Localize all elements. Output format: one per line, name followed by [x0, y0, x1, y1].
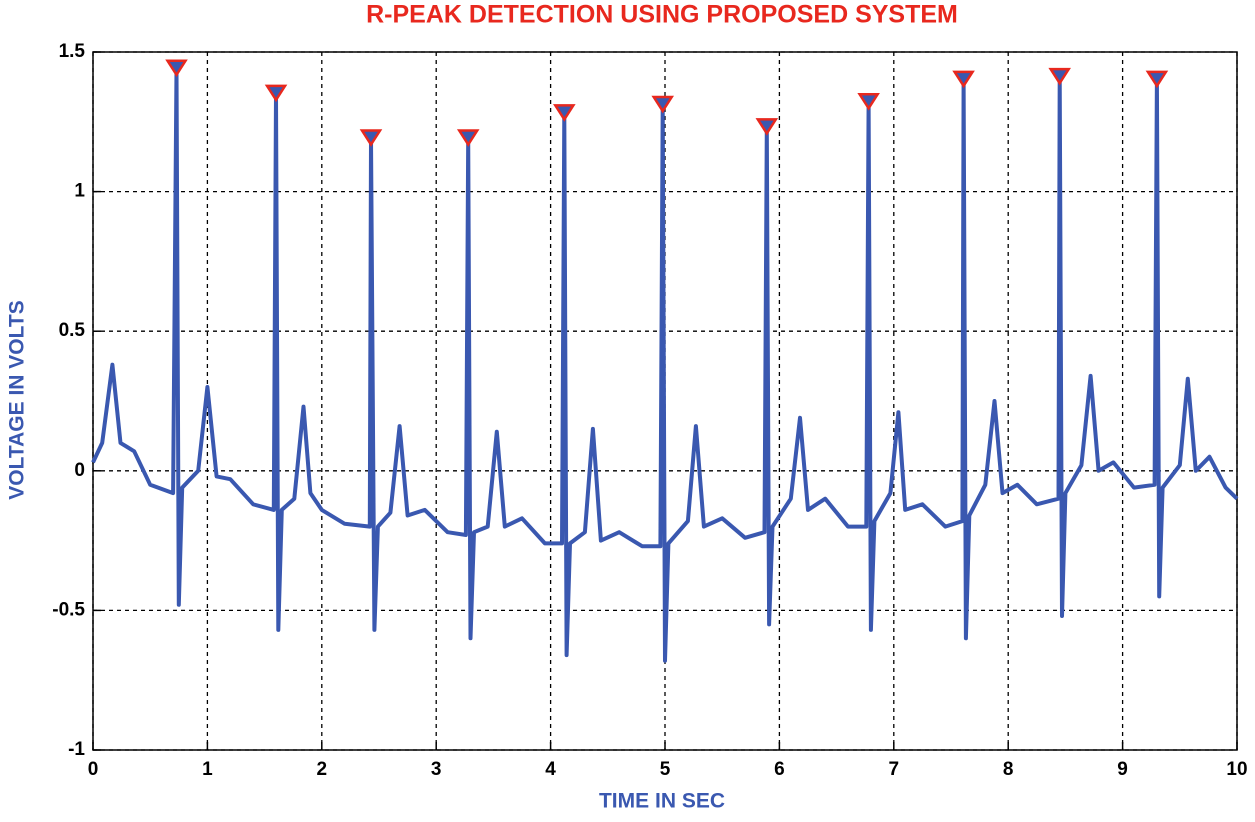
x-tick-label: 5: [660, 759, 671, 780]
plot-frame: [92, 51, 1238, 751]
r-peak-marker: [1145, 70, 1169, 89]
x-tick-label: 8: [1003, 759, 1014, 780]
x-tick-label: 4: [545, 759, 556, 780]
r-peak-marker: [264, 84, 288, 103]
y-tick-label: -0.5: [52, 599, 85, 620]
x-tick-label: 0: [88, 759, 99, 780]
r-peak-marker: [359, 129, 383, 147]
y-tick-label: 1.5: [59, 41, 86, 62]
x-tick-label: 10: [1226, 759, 1247, 780]
y-tick-label: 1: [74, 181, 85, 202]
y-tick-label: 0: [74, 460, 85, 481]
r-peak-marker: [857, 93, 880, 111]
r-peak-marker: [1048, 67, 1071, 86]
r-peak-marker: [651, 95, 675, 114]
r-peak-marker: [553, 104, 576, 122]
r-peak-marker: [755, 118, 779, 136]
x-tick-label: 7: [889, 759, 900, 780]
x-tick-label: 9: [1117, 759, 1128, 780]
x-tick-label: 6: [774, 759, 785, 780]
x-tick-label: 2: [317, 759, 328, 780]
chart-title: R-PEAK DETECTION USING PROPOSED SYSTEM: [366, 1, 958, 29]
r-peak-marker: [456, 129, 480, 147]
x-tick-label: 1: [202, 759, 213, 780]
x-tick-label: 3: [431, 759, 442, 780]
y-tick-label: -1: [68, 739, 85, 760]
y-axis-label: VOLTAGE IN VOLTS: [6, 300, 29, 500]
x-axis-label: TIME IN SEC: [599, 790, 725, 813]
y-tick-label: 0.5: [59, 320, 86, 341]
ecg-line: [91, 66, 1239, 663]
r-peak-marker: [165, 59, 188, 78]
r-peak-marker: [952, 70, 975, 89]
